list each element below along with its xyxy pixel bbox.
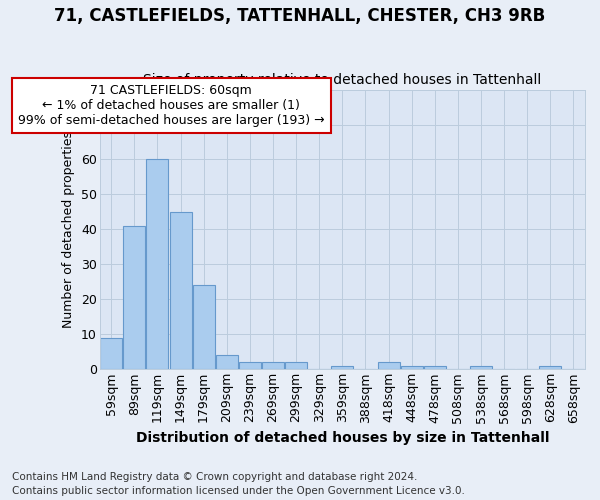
Bar bbox=[401, 366, 422, 370]
Text: 71, CASTLEFIELDS, TATTENHALL, CHESTER, CH3 9RB: 71, CASTLEFIELDS, TATTENHALL, CHESTER, C… bbox=[55, 8, 545, 26]
Bar bbox=[539, 366, 562, 370]
Bar bbox=[377, 362, 400, 370]
Text: 71 CASTLEFIELDS: 60sqm
← 1% of detached houses are smaller (1)
99% of semi-detac: 71 CASTLEFIELDS: 60sqm ← 1% of detached … bbox=[18, 84, 325, 127]
Bar bbox=[216, 356, 238, 370]
Bar bbox=[146, 160, 169, 370]
Bar bbox=[285, 362, 307, 370]
Bar bbox=[193, 286, 215, 370]
Bar bbox=[424, 366, 446, 370]
Text: Contains HM Land Registry data © Crown copyright and database right 2024.: Contains HM Land Registry data © Crown c… bbox=[12, 472, 418, 482]
Bar bbox=[239, 362, 261, 370]
Bar bbox=[100, 338, 122, 370]
Bar bbox=[470, 366, 492, 370]
Y-axis label: Number of detached properties: Number of detached properties bbox=[62, 131, 76, 328]
Bar bbox=[170, 212, 191, 370]
Bar bbox=[124, 226, 145, 370]
Text: Contains public sector information licensed under the Open Government Licence v3: Contains public sector information licen… bbox=[12, 486, 465, 496]
X-axis label: Distribution of detached houses by size in Tattenhall: Distribution of detached houses by size … bbox=[136, 431, 549, 445]
Title: Size of property relative to detached houses in Tattenhall: Size of property relative to detached ho… bbox=[143, 73, 541, 87]
Bar bbox=[331, 366, 353, 370]
Bar bbox=[262, 362, 284, 370]
